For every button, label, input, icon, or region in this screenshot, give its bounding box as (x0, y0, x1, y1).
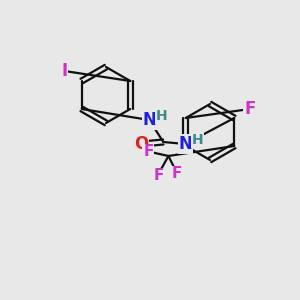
Text: I: I (61, 62, 68, 80)
Text: H: H (155, 109, 167, 123)
Text: F: F (244, 100, 256, 118)
Text: N: N (178, 135, 192, 153)
Text: O: O (134, 135, 148, 153)
Text: F: F (153, 169, 164, 184)
Text: N: N (142, 111, 156, 129)
Text: F: F (171, 167, 182, 182)
Text: F: F (143, 145, 154, 160)
Text: H: H (191, 133, 203, 147)
